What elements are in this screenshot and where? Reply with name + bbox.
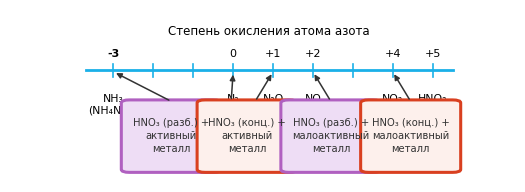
Text: HNO₃ (разб.) +
малоактивный
металл: HNO₃ (разб.) + малоактивный металл xyxy=(292,118,370,154)
Text: 0: 0 xyxy=(229,49,237,59)
FancyBboxPatch shape xyxy=(121,100,222,172)
Text: HNO₃ (конц.) +
малоактивный
металл: HNO₃ (конц.) + малоактивный металл xyxy=(372,118,449,154)
Text: +4: +4 xyxy=(384,49,401,59)
Text: -3: -3 xyxy=(108,49,120,59)
Text: +5: +5 xyxy=(424,49,441,59)
Text: Степень окисления атома азота: Степень окисления атома азота xyxy=(168,25,370,37)
Text: NH₃
(NH₄NO₃): NH₃ (NH₄NO₃) xyxy=(88,94,139,116)
FancyBboxPatch shape xyxy=(281,100,381,172)
Text: HNO₃: HNO₃ xyxy=(418,94,447,104)
Text: +2: +2 xyxy=(304,49,321,59)
Text: HNO₃ (разб.) +
активный
металл: HNO₃ (разб.) + активный металл xyxy=(133,118,209,154)
FancyBboxPatch shape xyxy=(197,100,297,172)
FancyBboxPatch shape xyxy=(361,100,461,172)
Text: HNO₃ (конц.) +
активный
металл: HNO₃ (конц.) + активный металл xyxy=(208,118,286,154)
Text: N₂: N₂ xyxy=(227,94,239,104)
Text: +1: +1 xyxy=(265,49,281,59)
Text: NO₂: NO₂ xyxy=(382,94,403,104)
Text: NO: NO xyxy=(304,94,321,104)
Text: N₂O: N₂O xyxy=(262,94,284,104)
